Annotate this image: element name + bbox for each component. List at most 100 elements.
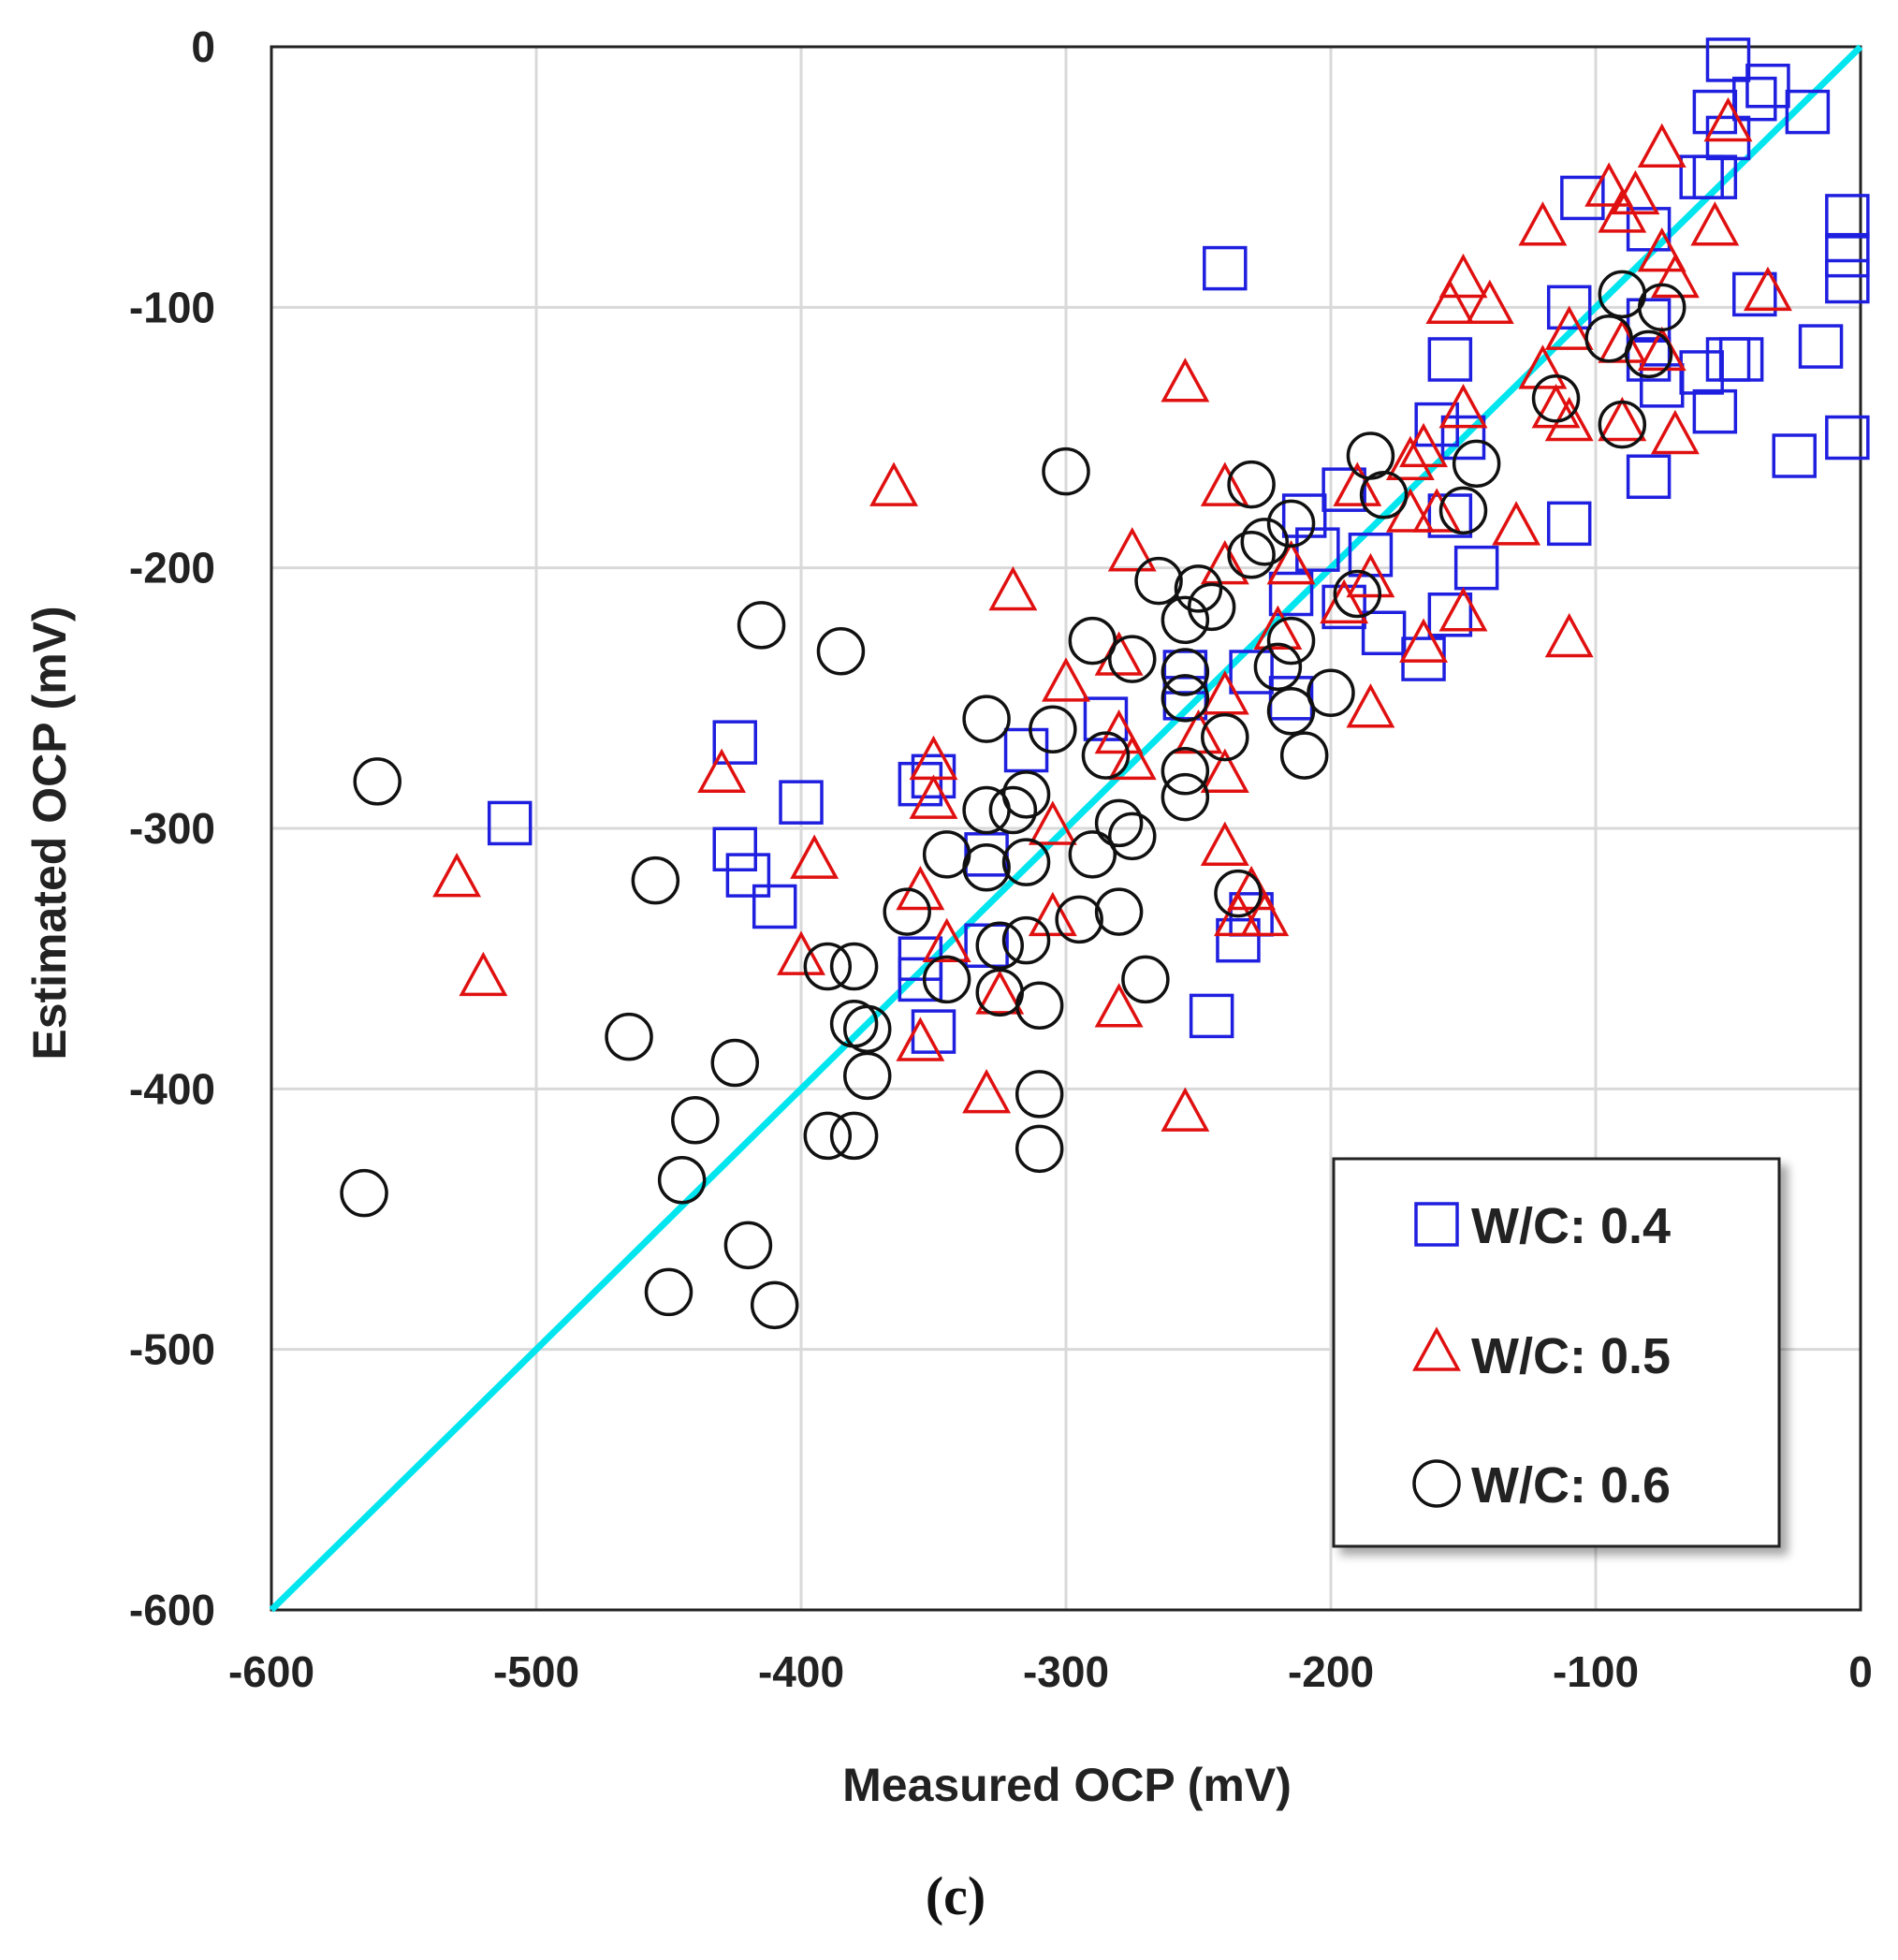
- data-point-circle: [843, 1004, 892, 1054]
- data-point-triangle: [1028, 800, 1077, 845]
- data-point-triangle: [1346, 552, 1395, 598]
- data-point-triangle: [459, 951, 508, 997]
- data-point-circle: [1015, 981, 1064, 1031]
- data-point-circle: [1201, 712, 1249, 762]
- data-point-circle: [1015, 1070, 1064, 1119]
- data-point-triangle: [1161, 358, 1210, 402]
- data-point-circle: [1227, 531, 1276, 579]
- data-point-circle: [644, 1267, 694, 1317]
- data-point-triangle: [962, 1068, 1012, 1114]
- legend-label: W/C: 0.5: [1471, 1328, 1671, 1384]
- plot-area-frame: [270, 45, 1862, 1612]
- data-point-square: [1626, 454, 1672, 499]
- data-point-circle: [1438, 486, 1488, 535]
- data-point-square: [1162, 650, 1208, 695]
- data-point-circle: [1121, 955, 1170, 1004]
- data-point-square: [1268, 676, 1314, 721]
- data-point-circle: [605, 1012, 653, 1061]
- data-point-triangle: [1465, 279, 1514, 325]
- data-point-triangle: [1200, 461, 1249, 506]
- data-point-circle: [340, 1168, 388, 1218]
- data-point-triangle: [1544, 305, 1594, 350]
- data-point-circle: [1253, 642, 1303, 692]
- data-point-triangle: [1438, 253, 1488, 299]
- data-point-triangle: [1438, 587, 1488, 632]
- data-point-triangle: [1042, 657, 1090, 702]
- x-tick-label: -100: [1553, 1647, 1639, 1696]
- data-point-circle: [353, 757, 402, 806]
- legend-marker-circle: [1412, 1459, 1461, 1508]
- y-tick-label: -400: [129, 1064, 215, 1113]
- data-point-triangle: [922, 917, 971, 962]
- data-point-triangle: [1346, 683, 1395, 728]
- data-point-square: [779, 780, 824, 825]
- data-point-square: [712, 720, 757, 765]
- x-tick-label: -400: [758, 1647, 844, 1696]
- data-point-square: [1321, 584, 1366, 630]
- data-point-circle: [1307, 668, 1355, 718]
- legend: W/C: 0.4 W/C: 0.5 W/C: 0.6: [1332, 1157, 1781, 1548]
- data-point-square: [1427, 493, 1473, 538]
- data-point-square: [964, 923, 1009, 968]
- data-point-circle: [962, 695, 1011, 743]
- data-point-square: [1798, 324, 1844, 369]
- y-tick-label: 0: [191, 22, 215, 71]
- data-point-circle: [803, 1111, 853, 1161]
- data-point-square: [1626, 207, 1672, 252]
- data-point-square: [1427, 337, 1473, 382]
- data-point-circle: [829, 942, 879, 991]
- data-point-triangle: [1518, 201, 1568, 246]
- data-point-triangle: [1094, 631, 1144, 676]
- data-point-circle: [1015, 1124, 1064, 1174]
- data-point-square: [1560, 175, 1605, 221]
- data-point-triangle: [1584, 162, 1634, 207]
- data-point-square: [1679, 350, 1724, 395]
- data-point-triangle: [1598, 318, 1647, 363]
- legend-label: W/C: 0.6: [1471, 1457, 1671, 1514]
- data-point-square: [1453, 545, 1499, 591]
- data-point-circle: [1174, 564, 1223, 613]
- x-tick-label: -300: [1023, 1647, 1109, 1696]
- x-tick-label: 0: [1848, 1647, 1873, 1696]
- x-tick-label: -200: [1288, 1647, 1374, 1696]
- data-point-square: [1440, 415, 1486, 461]
- data-point-square: [898, 957, 943, 1002]
- panel-label: (c): [926, 1865, 986, 1926]
- data-point-square: [1679, 154, 1724, 199]
- data-point-circle: [1055, 895, 1103, 944]
- data-point-triangle: [697, 748, 747, 794]
- legend-entry-square: W/C: 0.4: [1414, 1198, 1671, 1254]
- data-point-triangle: [1425, 279, 1475, 325]
- data-point-square: [1414, 402, 1459, 447]
- data-point-circle: [1081, 731, 1131, 780]
- y-axis-tick-labels: 0 -100 -200 -300 -400 -500 -600: [129, 22, 215, 1634]
- data-point-square: [1705, 37, 1751, 82]
- data-point-circle: [1359, 470, 1409, 519]
- data-point-circle: [1161, 595, 1210, 645]
- data-point-square: [1785, 89, 1831, 135]
- data-point-circle: [1068, 830, 1117, 879]
- data-point-circle: [1266, 687, 1316, 736]
- data-point-square: [1162, 676, 1208, 721]
- data-point-triangle: [1544, 612, 1594, 658]
- data-point-square: [725, 853, 771, 898]
- data-point-circle: [1001, 838, 1051, 886]
- data-point-triangle: [790, 834, 840, 879]
- data-point-square: [1216, 917, 1261, 963]
- data-point-square: [1546, 285, 1592, 330]
- data-point-circle: [1638, 283, 1686, 332]
- y-axis-title: Estimated OCP (mV): [23, 606, 76, 1060]
- legend-marker-triangle: [1412, 1326, 1461, 1371]
- data-point-circle: [631, 856, 680, 905]
- data-point-circle: [803, 942, 853, 991]
- data-point-square: [1295, 527, 1340, 572]
- data-point-square: [1745, 64, 1790, 109]
- data-point-square: [712, 826, 757, 872]
- legend-label: W/C: 0.4: [1471, 1198, 1671, 1254]
- data-point-circle: [883, 887, 931, 936]
- data-point-triangle: [909, 774, 958, 819]
- data-point-triangle: [1703, 96, 1753, 142]
- data-point-triangle: [1438, 383, 1488, 429]
- data-point-circle: [1333, 569, 1382, 619]
- data-point-triangle: [1028, 891, 1077, 937]
